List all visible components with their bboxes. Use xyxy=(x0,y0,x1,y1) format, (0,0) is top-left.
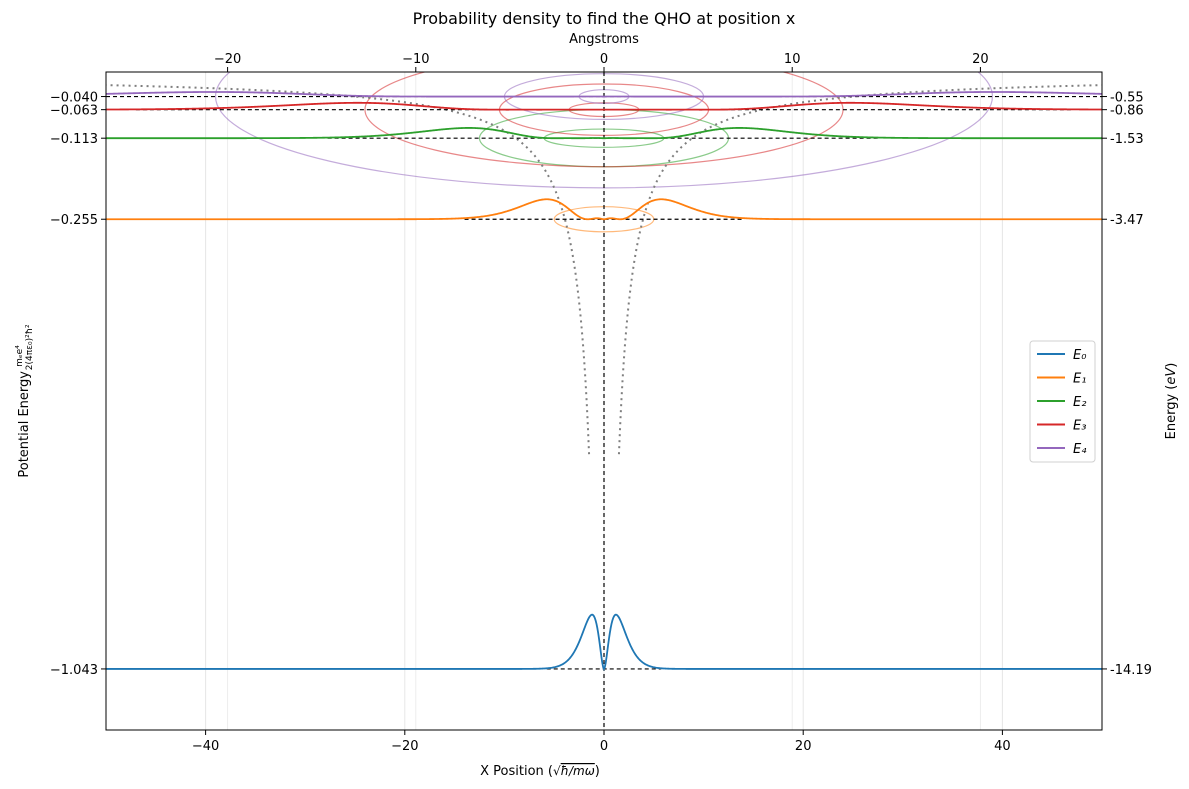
density-curve-1 xyxy=(106,198,1102,221)
density-curve-3 xyxy=(106,101,1102,111)
top-tick-label-0: −20 xyxy=(214,52,241,67)
top-tick-label-4: 20 xyxy=(972,52,989,67)
legend: E₀ E₁ E₂ E₃ E₄ xyxy=(1029,340,1096,463)
left-tick-label-3: −0.255 xyxy=(50,213,98,228)
right-axis-label: Energy (eV) xyxy=(1164,363,1179,440)
x-axis-label: X Position (√ħ/mω) xyxy=(480,764,600,779)
top-tick-label-2: 0 xyxy=(600,52,608,67)
left-axis-label: Potential Energy mₑe⁴2(4πε₀)²ħ² xyxy=(15,324,35,478)
density-curve-2 xyxy=(106,127,1102,140)
legend-label-1: E₁ xyxy=(1073,372,1086,387)
x-tick-label-2: 0 xyxy=(600,739,608,754)
left-tick-label-4: −1.043 xyxy=(50,663,98,678)
plot-area xyxy=(106,72,1102,730)
top-axis-label: Angstroms xyxy=(569,32,639,47)
right-tick-label-2: -1.53 xyxy=(1110,132,1144,147)
left-tick-label-0: −0.040 xyxy=(50,91,98,106)
x-tick-label-0: −40 xyxy=(192,739,219,754)
x-tick-label-3: 20 xyxy=(795,739,812,754)
left-tick-label-1: −0.063 xyxy=(50,104,98,119)
potential-curve-left xyxy=(106,84,591,455)
right-tick-label-3: -3.47 xyxy=(1110,213,1144,228)
chart-title: Probability density to find the QHO at p… xyxy=(413,9,796,28)
right-tick-label-0: -0.55 xyxy=(1110,91,1144,106)
axes: −40 −20 0 20 40 −20 −10 0 10 20 −0.040−0.063 −0.113… xyxy=(50,52,1152,754)
top-tick-label-3: 10 xyxy=(784,52,801,67)
legend-label-4: E₄ xyxy=(1073,442,1087,457)
legend-label-0: E₀ xyxy=(1073,348,1087,363)
right-tick-label-4: -14.19 xyxy=(1110,663,1152,678)
density-curve-0 xyxy=(106,613,1102,671)
top-tick-label-1: −10 xyxy=(402,52,429,67)
x-tick-label-4: 40 xyxy=(994,739,1011,754)
right-tick-label-1: -0.86 xyxy=(1110,104,1144,119)
x-tick-label-1: −20 xyxy=(391,739,418,754)
grid-lines xyxy=(205,72,1003,730)
left-tick-label-2: −0.113 xyxy=(50,132,98,147)
legend-label-2: E₂ xyxy=(1073,395,1086,410)
density-curve-4 xyxy=(106,91,1102,98)
legend-label-3: E₃ xyxy=(1073,419,1086,434)
